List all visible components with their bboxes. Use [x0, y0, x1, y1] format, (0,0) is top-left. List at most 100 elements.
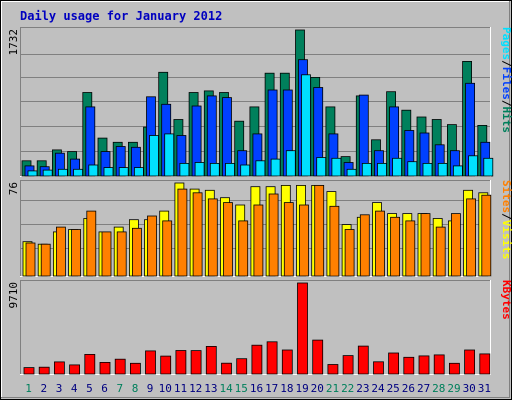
bar-pages-day-26 — [407, 161, 418, 177]
bar-pages-day-2 — [42, 169, 53, 177]
legend-pages: Pages — [500, 27, 512, 60]
x-tick-label-day-6: 6 — [101, 382, 108, 395]
bar-kbytes-day-25 — [388, 352, 400, 375]
bar-kbytes-day-31 — [479, 353, 491, 375]
legend-hits: Hits — [500, 107, 512, 134]
bar-kbytes-day-28 — [433, 354, 445, 375]
bar-sites-day-4 — [71, 229, 81, 277]
bar-pages-day-8 — [133, 167, 144, 177]
bar-kbytes-day-11 — [175, 350, 187, 375]
bar-sites-day-7 — [116, 231, 127, 277]
bar-pages-day-13 — [209, 162, 220, 177]
bar-sites-day-20 — [314, 184, 325, 277]
bar-pages-day-6 — [103, 167, 114, 177]
bar-kbytes-day-8 — [129, 362, 141, 375]
bar-sites-day-15 — [238, 220, 249, 277]
chart-panel-3: 9710 KBytes — [7, 280, 512, 375]
x-tick-label-day-14: 14 — [219, 382, 233, 395]
bar-kbytes-day-19 — [297, 282, 308, 375]
bar-kbytes-day-20 — [312, 339, 324, 375]
bar-sites-day-31 — [481, 194, 492, 277]
bar-kbytes-day-14 — [221, 362, 232, 375]
y-axis-max-label: 9710 — [7, 282, 20, 309]
bar-kbytes-day-26 — [403, 356, 415, 375]
bar-sites-day-30 — [466, 198, 477, 277]
x-tick-label-day-21: 21 — [326, 382, 339, 395]
x-tick-label-day-7: 7 — [116, 382, 123, 395]
x-tick-label-day-22: 22 — [341, 382, 354, 395]
bar-sites-day-6 — [101, 231, 112, 277]
series-kbytes — [23, 282, 491, 375]
chart-title: Daily usage for January 2012 — [20, 9, 222, 23]
x-tick-label-day-20: 20 — [311, 382, 324, 395]
bar-pages-day-28 — [437, 162, 448, 177]
x-tick-label-day-13: 13 — [204, 382, 217, 395]
x-tick-label-day-3: 3 — [56, 382, 63, 395]
bar-kbytes-day-3 — [54, 361, 65, 375]
bar-sites-day-2 — [40, 243, 51, 277]
bar-pages-day-24 — [377, 162, 387, 177]
legend: Pages/Files/Hits — [500, 27, 512, 133]
bar-sites-day-24 — [375, 210, 385, 277]
bar-pages-day-22 — [346, 168, 357, 177]
chart-panel-1: 1732 Pages/Files/Hits — [7, 27, 512, 177]
bar-kbytes-day-30 — [464, 349, 476, 375]
y-axis-max-label: 76 — [7, 182, 20, 195]
x-tick-label-day-31: 31 — [478, 382, 491, 395]
x-tick-label-day-12: 12 — [189, 382, 202, 395]
bar-sites-day-13 — [207, 198, 218, 277]
x-tick-label-day-30: 30 — [463, 382, 476, 395]
bar-pages-day-5 — [88, 164, 99, 177]
bar-sites-day-23 — [359, 214, 370, 277]
bar-pages-day-10 — [164, 133, 175, 177]
bar-sites-day-21 — [329, 205, 340, 277]
bar-kbytes-day-15 — [236, 358, 248, 375]
x-tick-label-day-2: 2 — [40, 382, 47, 395]
x-tick-label-day-23: 23 — [356, 382, 369, 395]
bar-pages-day-9 — [149, 135, 159, 177]
bar-pages-day-11 — [179, 162, 190, 177]
bar-sites-day-11 — [177, 188, 188, 277]
bar-sites-day-28 — [435, 226, 446, 277]
bar-pages-day-14 — [225, 162, 235, 177]
x-tick-label-day-28: 28 — [432, 382, 445, 395]
bar-kbytes-day-27 — [418, 355, 430, 375]
bar-sites-day-5 — [86, 210, 97, 277]
legend-separator: / — [500, 100, 512, 107]
bar-kbytes-day-24 — [373, 361, 384, 375]
bar-kbytes-day-4 — [69, 364, 80, 375]
bar-kbytes-day-13 — [205, 345, 217, 375]
bar-sites-day-18 — [283, 202, 294, 277]
bar-sites-day-27 — [420, 213, 431, 277]
bar-sites-day-17 — [268, 193, 279, 277]
x-tick-label-day-19: 19 — [295, 382, 308, 395]
x-tick-label-day-25: 25 — [387, 382, 400, 395]
legend-kbytes: KBytes — [500, 280, 512, 320]
bar-pages-day-3 — [58, 168, 68, 177]
bar-sites-day-10 — [162, 220, 173, 277]
x-tick-label-day-1: 1 — [25, 382, 32, 395]
bar-kbytes-day-21 — [327, 364, 339, 375]
legend-files: Files — [500, 67, 512, 100]
x-tick-label-day-10: 10 — [159, 382, 172, 395]
series-pages — [27, 74, 494, 177]
bar-sites-day-12 — [192, 192, 203, 277]
bar-pages-day-25 — [392, 157, 403, 177]
bar-sites-day-1 — [25, 242, 36, 277]
x-tick-label-day-24: 24 — [371, 382, 385, 395]
bar-pages-day-21 — [331, 157, 342, 177]
bar-pages-day-19 — [301, 74, 311, 177]
bar-kbytes-day-10 — [160, 355, 172, 375]
bar-pages-day-30 — [468, 155, 479, 177]
y-axis-max-label: 1732 — [7, 29, 20, 56]
x-tick-label-day-26: 26 — [402, 382, 415, 395]
x-tick-label-day-5: 5 — [86, 382, 93, 395]
bar-sites-day-16 — [253, 204, 264, 277]
bar-kbytes-day-6 — [99, 361, 111, 375]
bar-sites-day-26 — [405, 220, 416, 277]
bar-pages-day-20 — [316, 157, 327, 177]
bar-sites-day-9 — [147, 215, 157, 277]
x-tick-label-day-27: 27 — [417, 382, 430, 395]
bar-kbytes-day-9 — [145, 350, 156, 375]
x-tick-label-day-9: 9 — [147, 382, 154, 395]
